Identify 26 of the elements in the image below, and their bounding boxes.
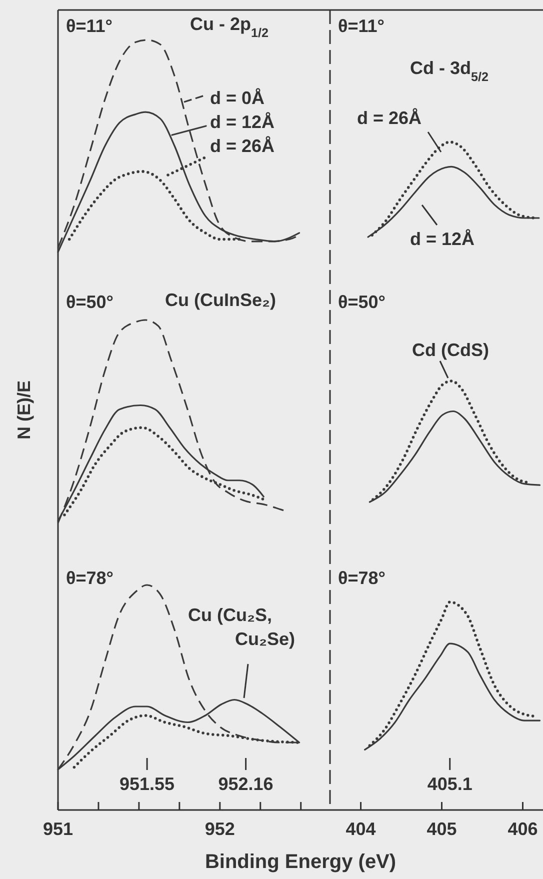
chart-subtitle: θ=50° xyxy=(66,292,114,312)
text: d = 26Å xyxy=(210,136,275,156)
legend-label: d = 0Å xyxy=(210,88,265,108)
chart-subtitle: θ=50° xyxy=(338,292,386,312)
x-tick-label: 952 xyxy=(204,819,235,839)
chart-title: Cd - 3d$_{5/2}$ xyxy=(410,58,489,84)
chart-subtitle: θ=11° xyxy=(66,16,112,36)
chart-title: Cu - 2p$_{1/2}$ xyxy=(190,14,269,40)
chart-subtitle: θ=11° xyxy=(338,16,384,36)
x-tick-label: 405 xyxy=(426,819,457,839)
x-axis-title: Binding Energy (eV) xyxy=(204,851,396,873)
series-label: Cd (CdS) xyxy=(412,340,489,360)
annotation: 952.16 xyxy=(218,774,274,794)
legend-label: d = 12Å xyxy=(210,112,275,132)
annotation: 951.55 xyxy=(120,774,175,794)
chart-subtitle: θ=78° xyxy=(338,568,386,588)
legend-label: d = 12Å xyxy=(410,229,475,249)
chart-title: Cu (CuInSe₂) xyxy=(165,290,276,310)
series-label: d = 26Å xyxy=(357,108,422,128)
annotation: 405.1 xyxy=(427,774,472,794)
chart-subtitle: θ=78° xyxy=(66,568,114,588)
x-tick-label: 406 xyxy=(508,819,538,839)
x-tick-label: 404 xyxy=(346,819,376,839)
text: Cu (Cu₂S, Cu₂Se) xyxy=(188,605,296,649)
y-axis-title: N (E)/E xyxy=(14,380,34,440)
x-tick-label: 951 xyxy=(42,819,74,839)
